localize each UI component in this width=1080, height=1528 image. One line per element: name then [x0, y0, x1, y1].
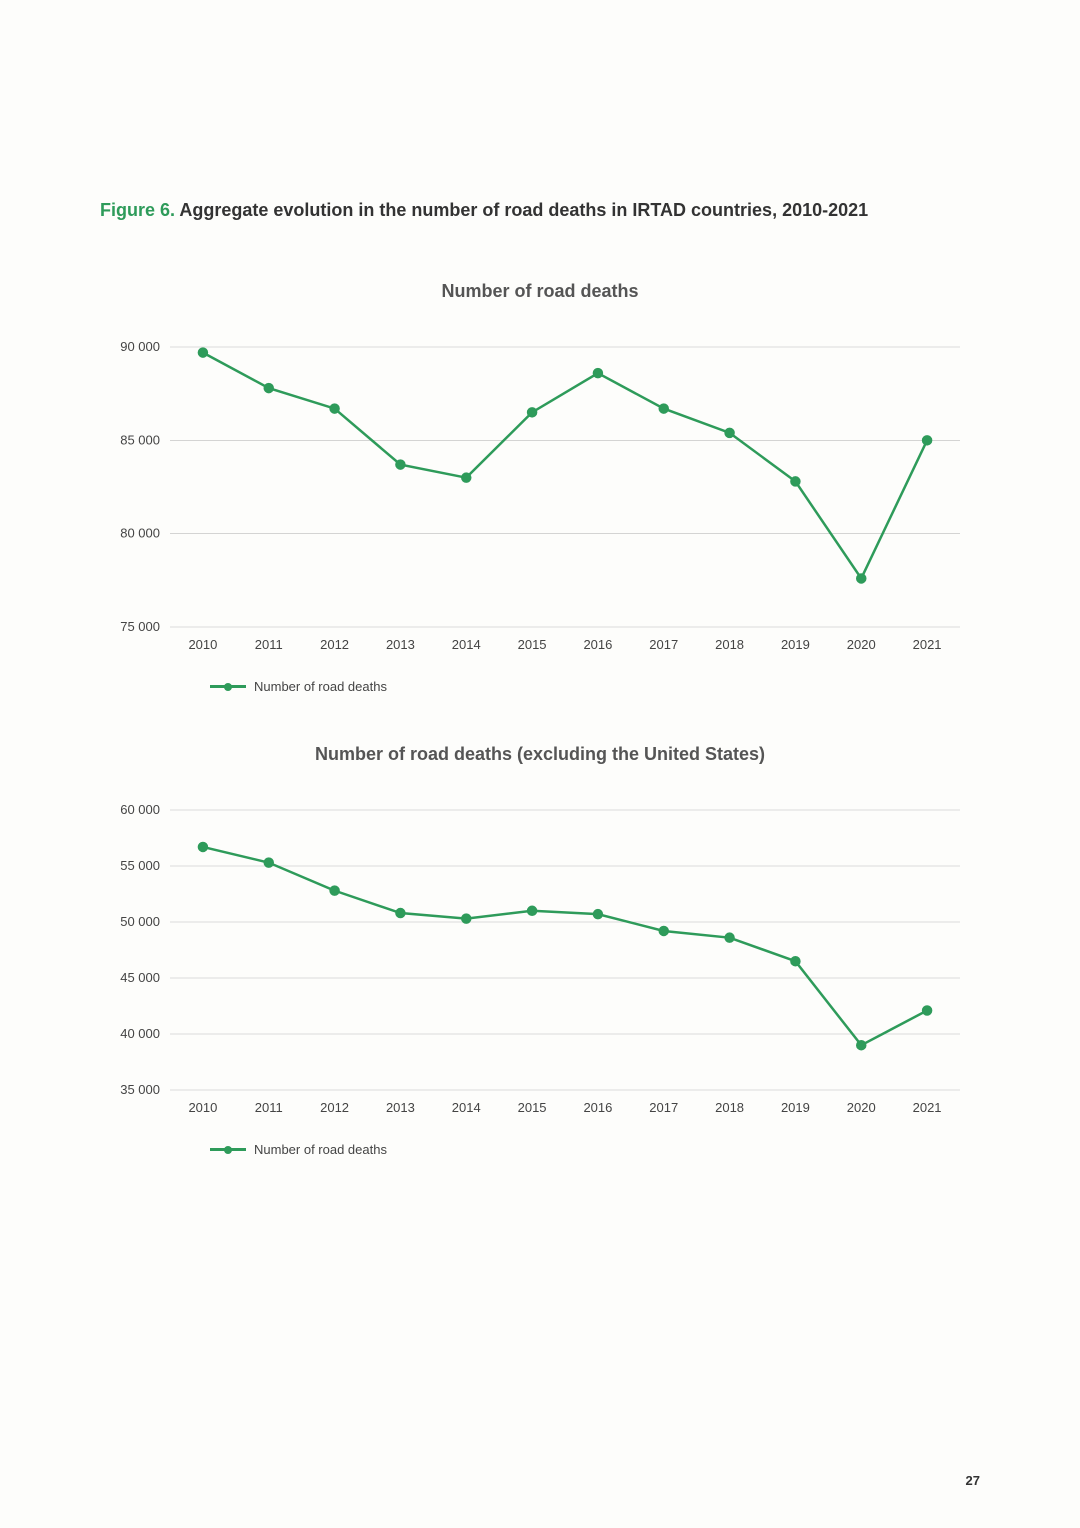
- svg-text:2012: 2012: [320, 637, 349, 652]
- svg-text:2011: 2011: [255, 637, 283, 652]
- legend-marker-icon: [210, 681, 246, 693]
- svg-text:2013: 2013: [386, 1100, 415, 1115]
- svg-text:45 000: 45 000: [120, 970, 160, 985]
- chart-1: 75 000 80 000 85 000 90 000 2010 2011 2012 2013…: [100, 327, 980, 667]
- chart-1-svg: 75 000 80 000 85 000 90 000 2010 2011 2012 2013…: [100, 327, 980, 667]
- svg-text:2013: 2013: [386, 637, 415, 652]
- page-number: 27: [966, 1473, 980, 1488]
- chart-2: 35 000 40 000 45 000 50 000 55 000 60 000 2010…: [100, 790, 980, 1130]
- svg-text:2020: 2020: [847, 1100, 876, 1115]
- chart-1-legend-label: Number of road deaths: [254, 679, 387, 694]
- chart-2-legend-label: Number of road deaths: [254, 1142, 387, 1157]
- chart-1-title: Number of road deaths: [100, 281, 980, 302]
- figure-title-text: Aggregate evolution in the number of roa…: [179, 200, 868, 220]
- svg-text:75 000: 75 000: [120, 619, 160, 634]
- chart-2-legend: Number of road deaths: [210, 1142, 980, 1157]
- chart-1-block: Number of road deaths 75 000 80 000 85 000…: [100, 281, 980, 694]
- svg-text:2020: 2020: [847, 637, 876, 652]
- legend-marker-icon: [210, 1144, 246, 1156]
- figure-title: Figure 6. Aggregate evolution in the num…: [100, 200, 980, 221]
- svg-text:2021: 2021: [913, 1100, 942, 1115]
- svg-text:2017: 2017: [649, 637, 678, 652]
- chart-1-legend: Number of road deaths: [210, 679, 980, 694]
- chart-2-title: Number of road deaths (excluding the Uni…: [100, 744, 980, 765]
- svg-text:2011: 2011: [255, 1100, 283, 1115]
- svg-text:40 000: 40 000: [120, 1026, 160, 1041]
- svg-text:2019: 2019: [781, 637, 810, 652]
- svg-text:2016: 2016: [583, 1100, 612, 1115]
- svg-text:85 000: 85 000: [120, 432, 160, 447]
- svg-text:50 000: 50 000: [120, 914, 160, 929]
- svg-text:55 000: 55 000: [120, 858, 160, 873]
- svg-text:2018: 2018: [715, 1100, 744, 1115]
- figure-label: Figure 6.: [100, 200, 175, 220]
- svg-text:2018: 2018: [715, 637, 744, 652]
- svg-text:2014: 2014: [452, 637, 481, 652]
- svg-text:35 000: 35 000: [120, 1082, 160, 1097]
- svg-text:2019: 2019: [781, 1100, 810, 1115]
- chart-2-svg: 35 000 40 000 45 000 50 000 55 000 60 000 2010…: [100, 790, 980, 1130]
- svg-text:2012: 2012: [320, 1100, 349, 1115]
- svg-text:90 000: 90 000: [120, 339, 160, 354]
- svg-text:2017: 2017: [649, 1100, 678, 1115]
- chart-2-block: Number of road deaths (excluding the Uni…: [100, 744, 980, 1157]
- svg-text:80 000: 80 000: [120, 526, 160, 541]
- svg-text:2016: 2016: [583, 637, 612, 652]
- svg-text:2010: 2010: [188, 637, 217, 652]
- svg-text:60 000: 60 000: [120, 802, 160, 817]
- svg-text:2015: 2015: [518, 1100, 547, 1115]
- svg-text:2014: 2014: [452, 1100, 481, 1115]
- svg-text:2021: 2021: [913, 637, 942, 652]
- svg-text:2015: 2015: [518, 637, 547, 652]
- svg-text:2010: 2010: [188, 1100, 217, 1115]
